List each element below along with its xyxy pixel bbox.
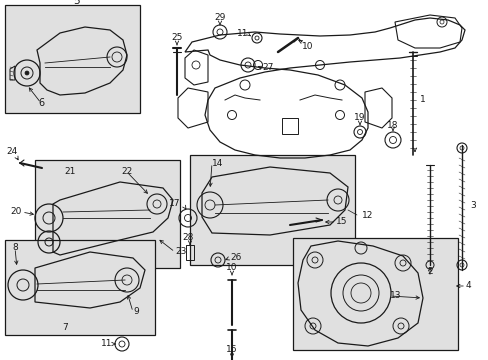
Text: 3: 3 — [469, 201, 475, 210]
Text: 23: 23 — [175, 248, 186, 256]
Bar — [190, 155, 354, 265]
Text: 26: 26 — [229, 253, 241, 262]
Bar — [282, 118, 297, 134]
Text: 1: 1 — [419, 95, 425, 104]
Text: 7: 7 — [62, 324, 68, 333]
Text: 29: 29 — [214, 13, 225, 22]
Text: 24: 24 — [6, 148, 18, 157]
Text: 12: 12 — [361, 211, 373, 220]
Text: 11: 11 — [101, 339, 112, 348]
Bar — [5, 5, 140, 113]
Bar — [35, 160, 180, 268]
Text: 18: 18 — [386, 121, 398, 130]
Text: 25: 25 — [171, 33, 183, 42]
Text: 20: 20 — [11, 207, 22, 216]
Text: 21: 21 — [64, 167, 76, 176]
Text: 17: 17 — [168, 198, 180, 207]
Text: 14: 14 — [212, 158, 223, 167]
Text: 22: 22 — [121, 167, 132, 176]
Bar — [292, 238, 457, 350]
Text: 28: 28 — [182, 234, 193, 243]
Bar — [5, 240, 155, 335]
Text: 5: 5 — [74, 0, 80, 6]
Text: 6: 6 — [38, 98, 44, 108]
Text: 2: 2 — [427, 267, 432, 276]
Text: 13: 13 — [389, 292, 401, 301]
Text: 16: 16 — [226, 346, 237, 355]
Text: 11: 11 — [236, 30, 247, 39]
Text: 9: 9 — [133, 307, 139, 316]
Text: 19: 19 — [353, 113, 365, 122]
Text: 10: 10 — [302, 42, 313, 51]
Text: 8: 8 — [12, 243, 18, 252]
Text: 10: 10 — [226, 264, 237, 273]
Text: 27: 27 — [262, 63, 273, 72]
Text: 15: 15 — [335, 217, 347, 226]
Circle shape — [25, 71, 29, 75]
Bar — [185, 245, 194, 260]
Text: 4: 4 — [465, 282, 470, 291]
